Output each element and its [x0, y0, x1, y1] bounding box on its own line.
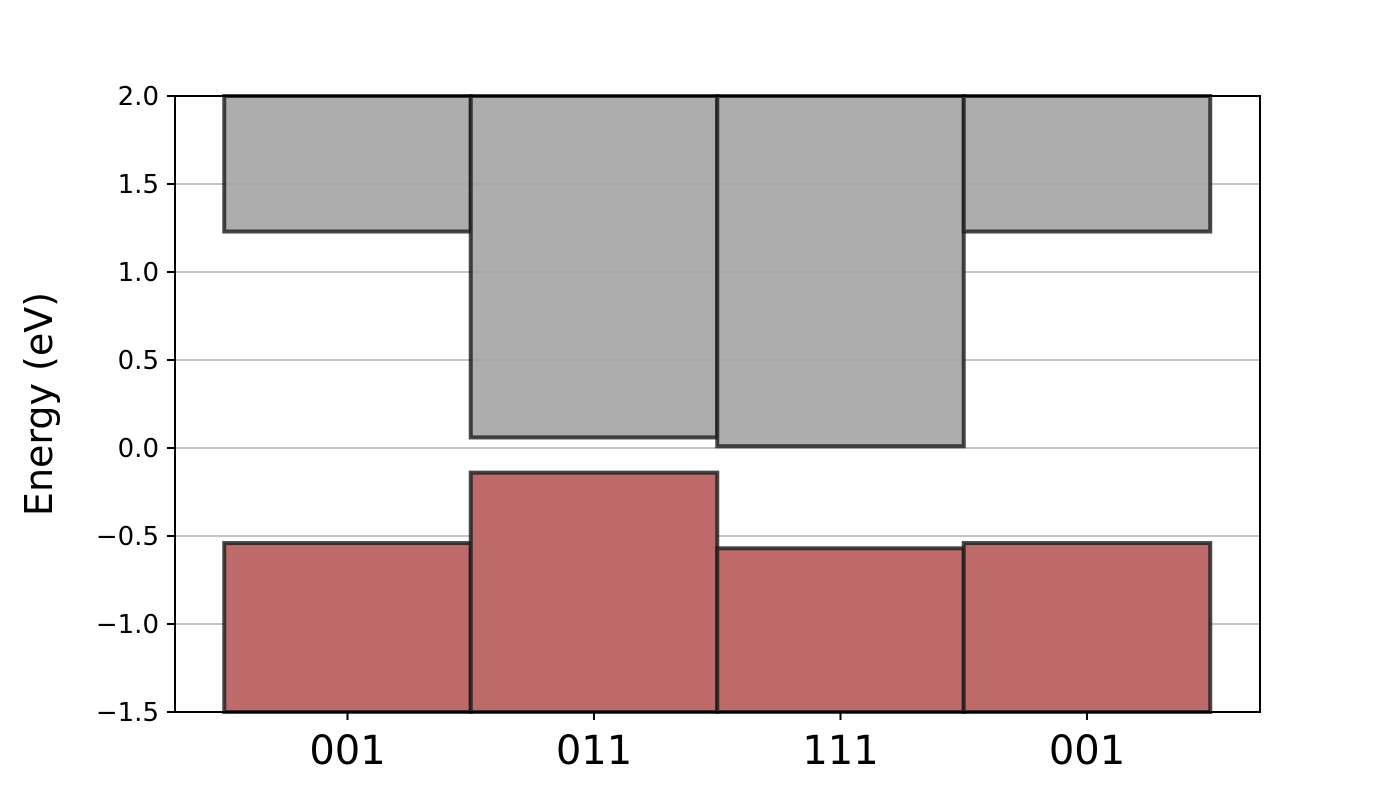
y-tick-label: −0.5	[96, 522, 159, 552]
y-tick-label: 2.0	[118, 82, 159, 112]
upper-band-bar	[468, 94, 720, 440]
y-tick-label: 1.0	[118, 258, 159, 288]
plot-frame	[174, 95, 1261, 713]
lower-band-bar	[468, 470, 720, 715]
lower-band-bar	[222, 541, 473, 714]
x-axis: 001 011 111 001	[309, 712, 1125, 774]
x-tick-label: 001	[1049, 728, 1125, 774]
y-axis-title: Energy (eV)	[17, 292, 61, 516]
y-tick-label: 0.0	[118, 434, 159, 464]
upper-band-bar	[961, 94, 1213, 234]
x-tick-label: 011	[556, 728, 632, 774]
x-tick-label: 001	[309, 728, 385, 774]
lower-band-bar	[961, 541, 1213, 714]
upper-band-bar	[222, 94, 473, 234]
y-tick-label: −1.0	[96, 610, 159, 640]
y-tick-label: 1.5	[118, 170, 159, 200]
bars-layer	[222, 94, 1213, 715]
upper-band-bar	[715, 94, 966, 449]
x-tick-label: 111	[802, 728, 878, 774]
y-tick-label: −1.5	[96, 698, 159, 728]
y-tick-label: 0.5	[118, 346, 159, 376]
lower-band-bar	[715, 546, 966, 714]
y-axis: −1.5 −1.0 −0.5 0.0 0.5 1.0 1.5 2.0	[96, 82, 175, 728]
